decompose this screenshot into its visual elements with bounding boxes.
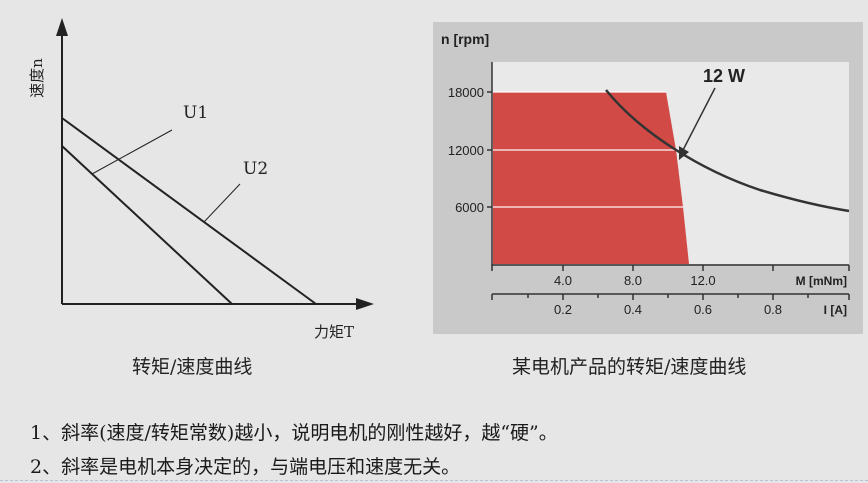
power-label-12w: 12 W — [703, 66, 745, 86]
current-tick-label-0-2: 0.2 — [554, 302, 572, 317]
u2-leader-line — [203, 183, 241, 223]
operating-region — [493, 92, 689, 264]
torque-tick-label-8: 8.0 — [624, 273, 642, 288]
torque-axis-label: M [mNm] — [796, 274, 847, 288]
left-y-axis-label: 速度n — [28, 58, 46, 98]
u1-leader-line — [91, 129, 173, 175]
left-x-axis-label: 力矩T — [314, 323, 354, 341]
u2-label: U2 — [243, 159, 268, 179]
left-figure-caption: 转矩/速度曲线 — [132, 356, 253, 378]
y-tick-label-18000: 18000 — [448, 85, 484, 100]
u1-label: U1 — [183, 103, 208, 123]
power-pointer-arrowhead — [679, 146, 689, 160]
power-curve-12w — [605, 89, 850, 213]
torque-tick-label-4: 4.0 — [554, 273, 572, 288]
right-figure-caption: 某电机产品的转矩/速度曲线 — [512, 356, 747, 378]
right-y-axis-title: n [rpm] — [441, 31, 489, 47]
y-tick-label-6000: 6000 — [455, 200, 484, 215]
footer-divider — [0, 480, 868, 481]
left-x-axis-arrow — [356, 298, 374, 310]
current-axis-label: I [A] — [824, 303, 847, 317]
line-u2 — [61, 117, 317, 305]
line-u1 — [61, 145, 233, 305]
note-2: 2、斜率是电机本身决定的，与端电压和速度无关。 — [30, 456, 461, 478]
left-y-axis-arrow — [56, 18, 68, 36]
current-tick-label-0-6: 0.6 — [694, 302, 712, 317]
torque-tick-label-12: 12.0 — [690, 273, 715, 288]
current-tick-label-0-4: 0.4 — [624, 302, 642, 317]
note-1: 1、斜率(速度/转矩常数)越小，说明电机的刚性越好，越“硬”。 — [30, 422, 558, 444]
y-tick-label-12000: 12000 — [448, 143, 484, 158]
current-tick-label-0-8: 0.8 — [764, 302, 782, 317]
power-pointer-line — [681, 87, 716, 153]
